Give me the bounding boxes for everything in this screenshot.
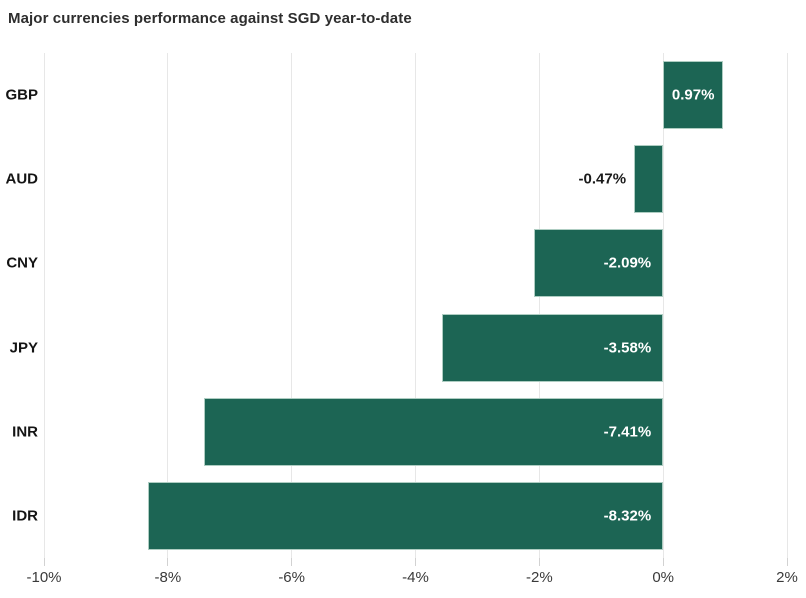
axis-tick bbox=[415, 558, 416, 566]
bar-gbp bbox=[663, 61, 724, 130]
value-label-idr: -8.32% bbox=[603, 507, 652, 525]
category-label-aud: AUD bbox=[5, 170, 39, 188]
value-label-jpy: -3.58% bbox=[603, 339, 652, 357]
gridline bbox=[43, 53, 45, 558]
category-label-gbp: GBP bbox=[5, 86, 38, 104]
category-label-idr: IDR bbox=[12, 507, 38, 525]
gridline bbox=[291, 53, 293, 558]
value-label-inr: -7.41% bbox=[603, 423, 652, 441]
x-tick-label: -2% bbox=[525, 569, 553, 586]
gridline bbox=[415, 53, 416, 558]
value-label-cny: -2.09% bbox=[603, 254, 652, 272]
x-tick-label: -10% bbox=[26, 569, 62, 586]
gridline bbox=[167, 53, 169, 558]
x-tick-label: 2% bbox=[776, 569, 798, 586]
bar-cny bbox=[533, 229, 664, 298]
bar-aud bbox=[634, 145, 664, 214]
x-tick-label: -8% bbox=[154, 569, 182, 586]
gridline bbox=[786, 53, 788, 558]
x-tick-label: -6% bbox=[278, 569, 305, 586]
gridline bbox=[538, 53, 540, 558]
axis-tick bbox=[538, 558, 540, 566]
x-tick-label: 0% bbox=[652, 569, 674, 586]
x-tick-label: -4% bbox=[402, 569, 429, 586]
axis-tick bbox=[167, 558, 169, 566]
category-label-cny: CNY bbox=[6, 254, 38, 272]
gridline bbox=[662, 53, 664, 558]
chart-title: Major currencies performance against SGD… bbox=[8, 10, 412, 27]
category-label-jpy: JPY bbox=[9, 339, 38, 357]
axis-tick bbox=[786, 558, 788, 566]
bar-jpy bbox=[441, 313, 664, 382]
axis-tick bbox=[43, 558, 45, 566]
axis-tick bbox=[662, 558, 664, 566]
bar-inr bbox=[204, 397, 664, 466]
category-label-inr: INR bbox=[12, 423, 38, 441]
value-label-gbp: 0.97% bbox=[671, 86, 715, 104]
axis-tick bbox=[291, 558, 293, 566]
bar-idr bbox=[148, 481, 664, 550]
value-label-aud: -0.47% bbox=[578, 170, 627, 188]
